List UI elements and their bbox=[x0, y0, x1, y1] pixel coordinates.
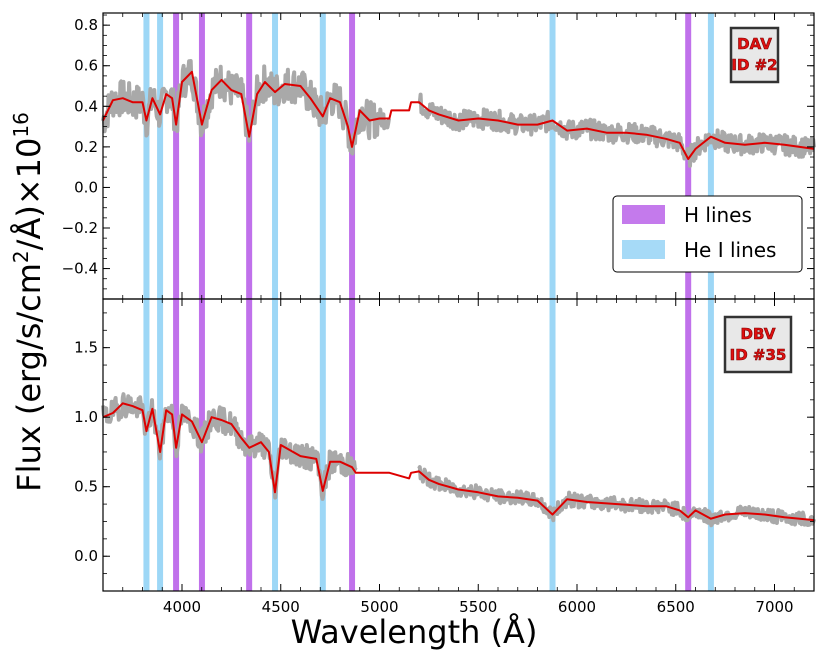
x-tick-label: 7000 bbox=[755, 598, 793, 616]
y-axis-title: Flux (erg/s/cm2/Å)×1016 bbox=[9, 112, 48, 492]
y-axis-title-mid: /Å)×10 bbox=[10, 138, 48, 251]
he-line-band bbox=[707, 13, 714, 299]
he-line-band bbox=[707, 299, 714, 591]
model-series-line bbox=[102, 70, 815, 160]
legend-h-swatch bbox=[622, 205, 665, 224]
he-line-band bbox=[272, 13, 279, 299]
x-tick-label: 5500 bbox=[459, 598, 497, 616]
he-line-band bbox=[319, 13, 326, 299]
x-tick-label: 4500 bbox=[262, 598, 300, 616]
badge-dbv: DBV ID #35 bbox=[723, 315, 793, 374]
y-tick-label: −0.4 bbox=[62, 260, 98, 278]
h-line-band bbox=[246, 13, 253, 299]
y-tick-label: −0.2 bbox=[62, 219, 98, 237]
he-line-band bbox=[549, 13, 556, 299]
x-tick-label: 6000 bbox=[558, 598, 596, 616]
h-line-band bbox=[349, 299, 356, 591]
x-tick-label: 4000 bbox=[163, 598, 201, 616]
h-line-band bbox=[173, 13, 180, 299]
panel-dbv: 4000 4500 5000 5500 6000 6500 7000 0.0 0.5 1.0 1.5… bbox=[74, 298, 816, 616]
he-line-band bbox=[143, 13, 150, 299]
he-line-band bbox=[272, 299, 279, 591]
he-line-band bbox=[319, 299, 326, 591]
y-tick-label: 1.0 bbox=[74, 408, 98, 426]
y-axis-title-sup1: 2 bbox=[9, 250, 33, 263]
badge-dav-line1: DAV bbox=[737, 35, 772, 53]
observed-spectrum bbox=[101, 59, 816, 168]
legend-h-label: H lines bbox=[684, 203, 752, 227]
panel-dav: −0.4 −0.2 0.0 0.2 0.4 0.6 0.8 DAV ID #2 H line… bbox=[62, 12, 816, 300]
y-tick-label: 1.5 bbox=[74, 339, 98, 357]
y-tick-label: 0.8 bbox=[74, 16, 98, 34]
badge-dav-line2: ID #2 bbox=[731, 56, 777, 74]
he-line-band bbox=[157, 13, 164, 299]
y-tick-label: 0.0 bbox=[74, 178, 98, 196]
x-tick-label: 5000 bbox=[360, 598, 398, 616]
he-line-band bbox=[549, 299, 556, 591]
legend-he-label: He I lines bbox=[684, 238, 776, 262]
he-line-band bbox=[143, 299, 150, 591]
y-tick-label: 0.2 bbox=[74, 138, 98, 156]
badge-dbv-line1: DBV bbox=[741, 325, 776, 343]
x-axis-title: Wavelength (Å) bbox=[291, 613, 538, 651]
y-tick-label: 0.4 bbox=[74, 97, 98, 115]
y-tick-label: 0.5 bbox=[74, 478, 98, 496]
y-tick-label: 0.6 bbox=[74, 57, 98, 75]
legend: H lines He I lines bbox=[612, 195, 803, 273]
h-line-band bbox=[349, 13, 356, 299]
badge-dav: DAV ID #2 bbox=[729, 26, 780, 84]
model-series-line bbox=[102, 402, 815, 522]
h-line-band bbox=[198, 13, 205, 299]
y-tick-label: 0.0 bbox=[74, 547, 98, 565]
badge-dbv-line2: ID #35 bbox=[730, 346, 787, 364]
legend-he-swatch bbox=[622, 240, 665, 259]
svg-text:Flux (erg/s/cm2/Å)×1016: Flux (erg/s/cm2/Å)×1016 bbox=[9, 112, 48, 492]
panel-dbv-frame bbox=[102, 298, 815, 592]
x-tick-label: 6500 bbox=[657, 598, 695, 616]
y-axis-title-sup2: 16 bbox=[9, 112, 33, 137]
y-axis-title-main: Flux (erg/s/cm bbox=[10, 263, 48, 492]
observed-spectrum bbox=[101, 392, 816, 528]
h-line-band bbox=[685, 299, 692, 591]
